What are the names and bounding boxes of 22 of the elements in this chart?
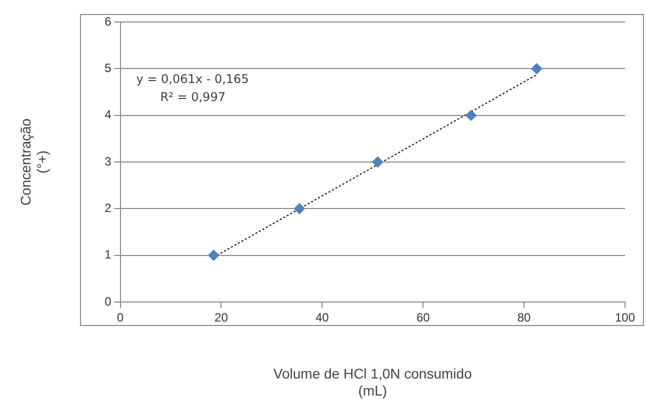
- x-axis-title: Volume de HCl 1,0N consumido (mL): [273, 366, 472, 398]
- annotation: y = 0,061x - 0,165: [136, 72, 249, 86]
- x-tick-label: 60: [416, 310, 430, 325]
- y-tick-label: 6: [104, 14, 112, 28]
- y-axis-title: Concentração (°+): [17, 118, 50, 206]
- annotation: R² = 0,997: [160, 90, 226, 104]
- x-tick-label: 100: [614, 310, 636, 325]
- y-tick-label: 1: [104, 248, 112, 262]
- y-tick-label: 3: [104, 154, 112, 168]
- point: [208, 250, 220, 261]
- y-tick-label: 4: [104, 108, 112, 122]
- x-tick-label: 80: [517, 310, 532, 325]
- point: [294, 203, 305, 214]
- x-tick-label: 20: [214, 310, 228, 325]
- y-tick-label: 0: [104, 294, 112, 308]
- point: [466, 110, 477, 121]
- x-tick-label: 0: [116, 310, 124, 325]
- point: [531, 63, 542, 74]
- x-tick-label: 40: [315, 310, 330, 325]
- point: [372, 156, 384, 168]
- y-tick-label: 2: [104, 200, 112, 215]
- y-tick-label: 5: [104, 60, 112, 75]
